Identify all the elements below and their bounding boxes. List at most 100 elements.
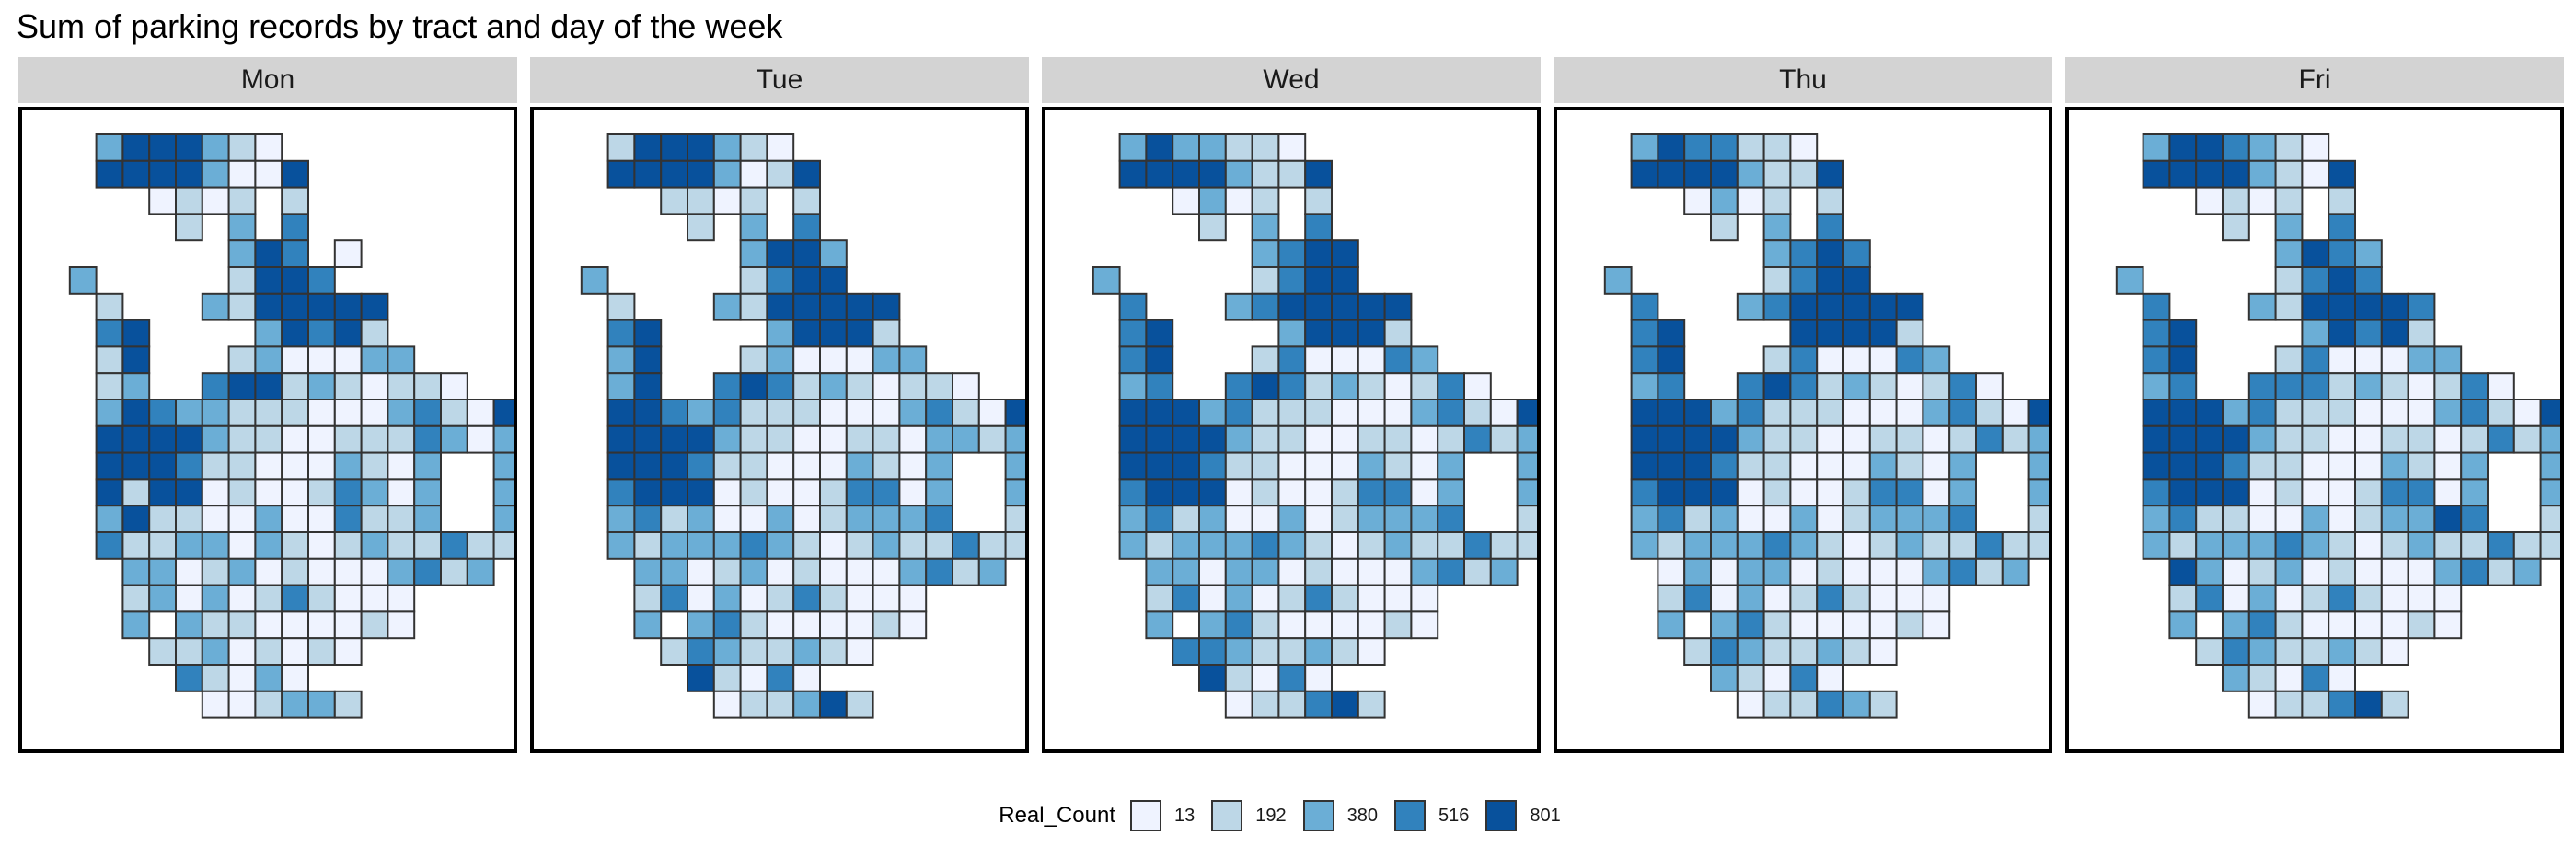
tract-cell [1816, 239, 1845, 268]
tract-cell [227, 557, 257, 586]
tract-cell [1516, 451, 1537, 481]
tract-cell [2001, 424, 2030, 454]
tract-cell [739, 133, 768, 162]
tract-cell [845, 610, 874, 640]
tract-cell [1630, 159, 1659, 189]
tract-cell [739, 292, 768, 321]
tract-cell [227, 690, 257, 719]
tract-cell [1762, 186, 1792, 215]
tract-cell [281, 610, 310, 640]
tract-cell [633, 584, 663, 613]
tract-cell [466, 557, 495, 586]
legend-item: 516 [1394, 800, 1469, 831]
legend-item: 13 [1130, 800, 1195, 831]
tract-cell [281, 584, 310, 613]
tract-cell [254, 451, 283, 481]
tract-cell [687, 451, 715, 481]
tract-cell [121, 505, 151, 534]
tract-cell [2539, 399, 2560, 427]
tract-cell [2328, 505, 2357, 534]
tract-cell [413, 399, 443, 427]
tract-cell [2380, 690, 2409, 719]
tract-cell [413, 451, 443, 481]
tract-cell [1762, 451, 1792, 481]
tract-cell [2168, 399, 2198, 427]
tract-cell [1331, 424, 1359, 454]
tract-cell [792, 531, 822, 560]
tract-cell [254, 557, 283, 586]
tract-cell [1895, 424, 1924, 454]
tract-cell [1198, 531, 1227, 560]
tract-cell [660, 133, 688, 162]
tract-cell [1331, 531, 1359, 560]
tract-cell [1224, 610, 1253, 640]
tract-cell [712, 637, 742, 667]
tract-cell [1842, 557, 1871, 586]
tract-cell [1251, 292, 1280, 321]
tract-cell [872, 451, 901, 481]
tract-cell [360, 557, 389, 586]
tract-cell [1816, 372, 1845, 401]
tract-cell [95, 399, 124, 427]
tract-cell [606, 345, 636, 375]
tract-cell [2222, 478, 2250, 507]
tract-cell [2222, 637, 2250, 667]
tract-cell [1277, 239, 1307, 268]
tract-cell [687, 531, 715, 560]
tract-cell [898, 505, 928, 534]
tract-cell [1277, 266, 1307, 295]
tract-cell [1383, 424, 1413, 454]
tract-cell [1277, 345, 1307, 375]
tract-cell [660, 531, 688, 560]
tract-cell [1118, 531, 1148, 560]
tract-cell [227, 664, 257, 692]
tract-cell [687, 610, 715, 640]
tract-cell [1657, 531, 1686, 560]
tract-cell [1172, 637, 1200, 667]
tract-cell [1789, 266, 1819, 295]
tract-cell [281, 372, 310, 401]
tract-cell [1304, 478, 1334, 507]
tract-cell [606, 451, 636, 481]
tract-cell [307, 690, 336, 719]
tract-cell [1868, 424, 1898, 454]
tract-cell [2247, 505, 2277, 534]
tract-cell [1842, 531, 1871, 560]
tract-cell [1410, 531, 1439, 560]
tract-cell [492, 531, 514, 560]
tract-cell [2354, 319, 2383, 348]
tract-cell [633, 159, 663, 189]
tract-cell [2460, 399, 2489, 427]
tract-cell [739, 159, 768, 189]
tract-cell [2354, 239, 2383, 268]
tract-cell [387, 531, 416, 560]
tract-cell [845, 531, 874, 560]
tract-cell [1736, 159, 1765, 189]
tract-cell [148, 637, 177, 667]
tract-cell [254, 266, 283, 295]
tract-cell [739, 372, 768, 401]
tract-cell [175, 133, 203, 162]
tract-cell [2195, 451, 2224, 481]
tract-cell [1118, 292, 1148, 321]
tract-cell [1277, 664, 1307, 692]
tract-cell [1657, 319, 1686, 348]
tract-cell [1092, 266, 1121, 295]
tract-cell [872, 557, 901, 586]
tract-cell [1357, 584, 1386, 613]
tract-cell [121, 584, 151, 613]
tract-cell [1816, 292, 1845, 321]
tract-cell [2168, 372, 2198, 401]
tract-cell [1789, 557, 1819, 586]
tract-cell [1304, 319, 1334, 348]
tract-cell [872, 399, 901, 427]
tract-cell [2328, 690, 2357, 719]
tract-cell [872, 345, 901, 375]
tract-cell [1463, 424, 1492, 454]
tract-cell [2328, 319, 2357, 348]
tract-cell [2407, 372, 2436, 401]
tract-cell [845, 292, 874, 321]
tract-cell [739, 610, 768, 640]
tract-cell [1304, 266, 1334, 295]
tract-cell [2222, 505, 2250, 534]
